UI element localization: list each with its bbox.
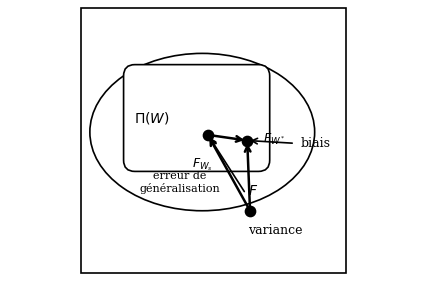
- Point: [246, 209, 253, 213]
- FancyBboxPatch shape: [81, 8, 345, 273]
- Text: biais: biais: [300, 137, 330, 150]
- Point: [243, 138, 250, 143]
- Ellipse shape: [89, 53, 314, 211]
- Text: $F_{W^*}$: $F_{W^*}$: [262, 132, 285, 147]
- Text: erreur de
généralisation: erreur de généralisation: [139, 171, 220, 194]
- Point: [204, 133, 211, 137]
- Text: $\Pi(W)$: $\Pi(W)$: [133, 110, 169, 126]
- Text: $F_{W_s}$: $F_{W_s}$: [191, 156, 212, 173]
- Text: $F$: $F$: [247, 184, 257, 198]
- FancyBboxPatch shape: [123, 65, 269, 171]
- Text: variance: variance: [248, 224, 302, 237]
